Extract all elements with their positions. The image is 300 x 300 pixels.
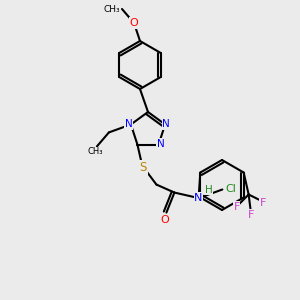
Text: N: N	[162, 119, 170, 129]
Text: S: S	[140, 161, 147, 174]
Text: F: F	[233, 202, 240, 212]
Text: CH₃: CH₃	[87, 147, 103, 156]
Text: O: O	[130, 18, 138, 28]
Text: N: N	[125, 119, 133, 129]
Text: CH₃: CH₃	[103, 4, 120, 14]
Text: N: N	[157, 139, 164, 148]
Text: F: F	[248, 209, 254, 220]
Text: Cl: Cl	[225, 184, 236, 194]
Text: H: H	[205, 184, 212, 195]
Text: N: N	[194, 193, 202, 202]
Text: F: F	[260, 197, 266, 208]
Text: O: O	[160, 214, 169, 225]
